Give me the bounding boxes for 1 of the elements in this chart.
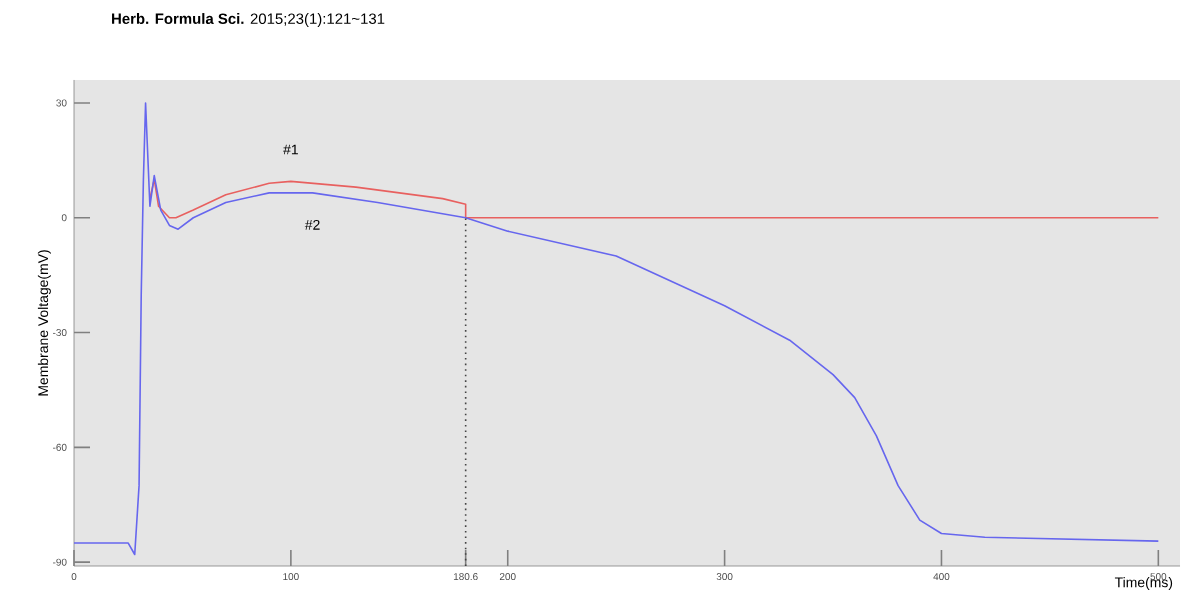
line-series xyxy=(73,102,1160,556)
